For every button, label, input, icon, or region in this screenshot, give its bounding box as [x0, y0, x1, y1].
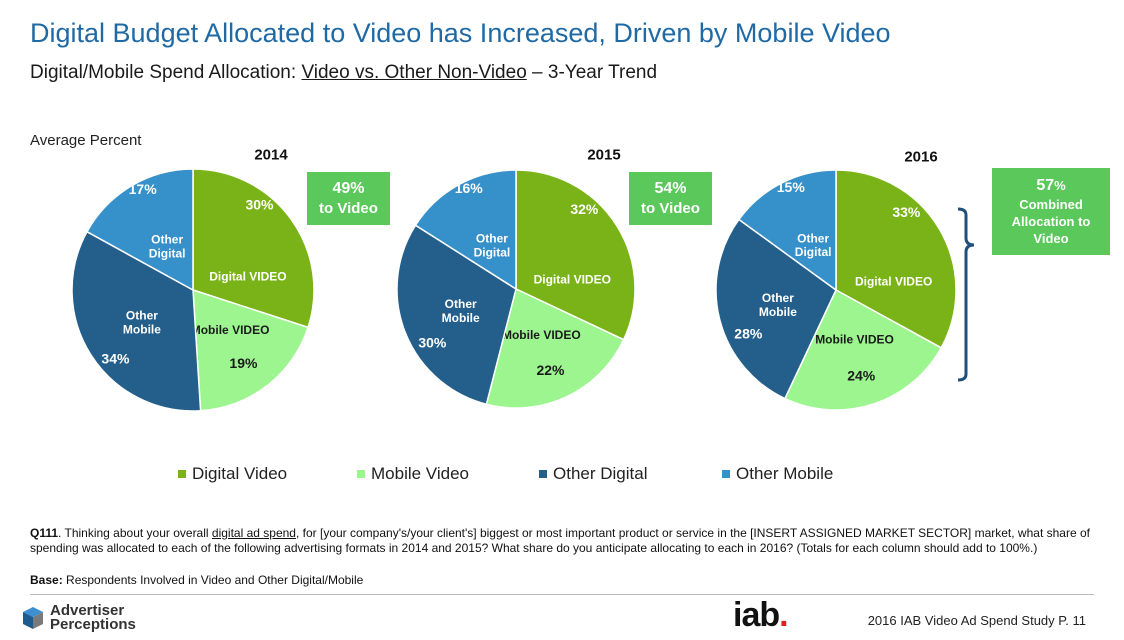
- pie-slice-2015-other-mobile: [396, 224, 517, 406]
- pie-slice-2014-other-digital: [85, 168, 194, 292]
- pie-value-2015-other-digital: 16%: [455, 180, 484, 196]
- pie-label-2016-mobile-video: Mobile VIDEO: [815, 332, 894, 346]
- callout-2015: 54% to Video: [629, 172, 712, 225]
- pie-value-2016-mobile-video: 24%: [847, 368, 876, 384]
- pie-slice-2016-digital-video: [835, 169, 957, 349]
- callout-2015-text: to Video: [641, 199, 700, 217]
- pie-label-2015-other-mobile: Other Mobile: [442, 297, 480, 325]
- study-page-label: 2016 IAB Video Ad Spend Study P. 11: [867, 613, 1086, 628]
- footnote-question: Q111. Thinking about your overall digita…: [30, 526, 1090, 555]
- pie-label-2015-digital-video: Digital VIDEO: [534, 272, 611, 286]
- callout-2015-value: 54%: [654, 179, 687, 197]
- pie-value-2015-digital-video: 32%: [570, 201, 599, 217]
- pie-value-2014-mobile-video: 19%: [229, 355, 258, 371]
- pie-slice-2014-mobile-video: [192, 288, 310, 412]
- pie-value-2015-other-mobile: 30%: [418, 334, 447, 350]
- pie-label-2014-other-digital: Other Digital: [149, 233, 186, 261]
- pie-slice-2016-mobile-video: [783, 288, 943, 411]
- pie-label-2014-digital-video: Digital VIDEO: [209, 270, 286, 284]
- pie-slice-2016-other-mobile: [715, 218, 837, 400]
- pie-label-2014-mobile-video: Mobile VIDEO: [191, 323, 270, 337]
- callout-2014-value: 49%: [332, 179, 365, 197]
- legend-item-other-digital: Other Digital: [539, 464, 647, 484]
- callout-2016-text: Combined Allocation to Video: [1011, 197, 1091, 246]
- pie-label-2016-digital-video: Digital VIDEO: [855, 275, 932, 289]
- page-title: Digital Budget Allocated to Video has In…: [30, 18, 891, 48]
- pie-value-2016-digital-video: 33%: [892, 204, 921, 220]
- pie-slice-2015-other-digital: [414, 169, 517, 291]
- pie-value-2014-other-mobile: 34%: [101, 351, 130, 367]
- pie-title-2016: 2016: [904, 148, 937, 165]
- advertiser-perceptions-logo: Advertiser Perceptions: [22, 603, 136, 632]
- pie-title-2015: 2015: [587, 146, 620, 163]
- cube-icon: [23, 607, 43, 629]
- pie-title-2014: 2014: [254, 146, 288, 163]
- pie-charts: 2014 Digital VIDEO 30% Mobile VIDEO 19% Other…: [71, 146, 975, 412]
- pie-slice-2014-digital-video: [192, 168, 315, 329]
- pie-slice-2016-other-digital: [737, 169, 837, 292]
- callout-2014: 49% to Video: [307, 172, 390, 225]
- pie-value-2014-other-digital: 17%: [129, 181, 158, 197]
- pie-label-2015-other-digital: Other Digital: [474, 232, 511, 260]
- pie-value-2014-digital-video: 30%: [245, 197, 274, 213]
- pie-slice-2015-digital-video: [515, 169, 636, 341]
- pie-value-2016-other-mobile: 28%: [734, 325, 763, 341]
- callout-2016-unit: %: [1054, 178, 1066, 193]
- pie-value-2015-mobile-video: 22%: [536, 362, 565, 378]
- legend-swatch: [722, 470, 730, 478]
- page-subtitle: Digital/Mobile Spend Allocation: Video v…: [30, 62, 658, 83]
- callout-2014-text: to Video: [319, 199, 378, 217]
- legend-item-mobile-video: Mobile Video: [357, 464, 469, 484]
- pie-value-2016-other-digital: 15%: [777, 179, 806, 195]
- callout-2016: 57% Combined Allocation to Video: [992, 168, 1110, 255]
- legend-item-digital-video: Digital Video: [178, 464, 287, 484]
- legend-swatch: [539, 470, 547, 478]
- footnote-base: Base: Respondents Involved in Video and …: [30, 573, 364, 587]
- legend-swatch: [357, 470, 365, 478]
- pie-label-2015-mobile-video: Mobile VIDEO: [502, 328, 581, 342]
- pie-slice-2015-mobile-video: [485, 287, 625, 409]
- legend-item-other-mobile: Other Mobile: [722, 464, 833, 484]
- legend-swatch: [178, 470, 186, 478]
- callout-2016-value: 57: [1036, 177, 1055, 194]
- axis-note: Average Percent: [30, 132, 142, 149]
- pie-label-2016-other-mobile: Other Mobile: [759, 291, 797, 319]
- footer-divider: [30, 594, 1094, 595]
- pie-label-2016-other-digital: Other Digital: [795, 231, 832, 259]
- iab-logo: iab.: [733, 596, 789, 634]
- bracket-2016: [957, 207, 975, 382]
- pie-label-2014-other-mobile: Other Mobile: [123, 309, 161, 337]
